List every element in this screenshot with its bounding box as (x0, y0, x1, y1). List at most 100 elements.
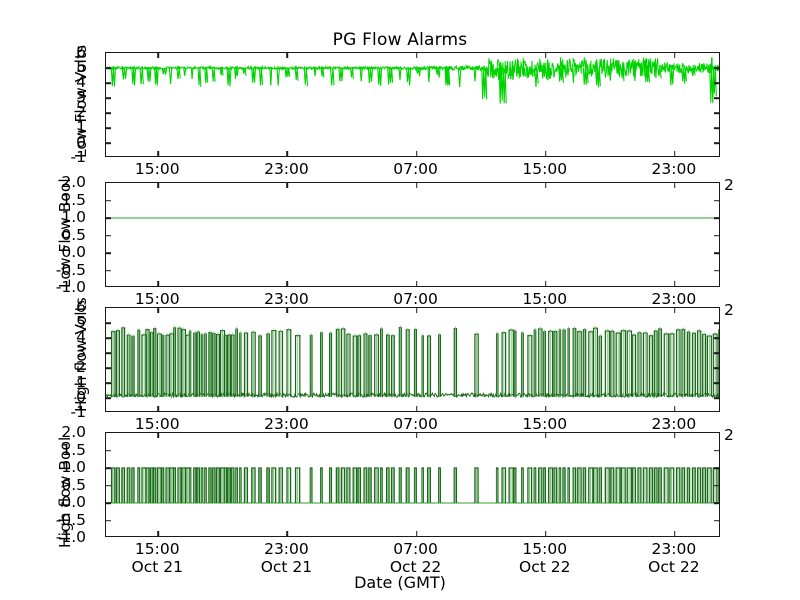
xtick-mark (415, 308, 418, 313)
xtick-label: 15:00 Oct 21 (132, 540, 183, 576)
xtick-mark (157, 183, 160, 188)
ytick-label: 3 (76, 88, 86, 106)
xtick-date: Oct 22 (518, 558, 571, 576)
xtick-time: 15:00 (134, 540, 180, 558)
xtick-mark (415, 406, 418, 411)
xtick-mark (286, 281, 289, 286)
xtick-mark (286, 406, 289, 411)
xtick-mark (544, 281, 547, 286)
xtick-date: Oct 22 (389, 558, 442, 576)
ytick-mark (106, 217, 111, 219)
ytick-mark (106, 352, 111, 354)
xtick-mark (674, 308, 676, 313)
ytick-mark (714, 97, 719, 99)
xtick-mark (544, 308, 547, 313)
xtick-mark (544, 406, 547, 411)
ytick-mark (106, 367, 111, 369)
ytick-mark (714, 322, 719, 324)
ytick-label: -1 (70, 148, 86, 166)
ytick-mark (106, 127, 111, 129)
ytick-mark (106, 199, 111, 202)
xtick-mark (415, 183, 418, 188)
ytick-label: 2 (76, 103, 86, 121)
ytick-mark (106, 97, 111, 99)
xtick-mark (157, 53, 160, 58)
ytick-label: 0.0 (61, 243, 86, 261)
ytick-label: 2.0 (61, 423, 86, 441)
xtick-time: 23:00 (651, 160, 697, 178)
ytick-mark (714, 449, 719, 452)
xtick-mark (286, 531, 289, 536)
xtick-time: 15:00 (134, 415, 180, 433)
xtick-mark (674, 151, 676, 156)
xtick-time: 15:00 (522, 290, 568, 308)
data-series-high-flow-volts (106, 325, 719, 399)
ytick-mark (714, 502, 719, 504)
subplot-high-flow-volts: High flow Volts -1 0 1 2 3 4 5 6 2 15:00 23:00 07… (0, 0, 800, 433)
data-series-low-flow-bool (106, 217, 719, 219)
xtick-time: 23:00 (651, 290, 697, 308)
ytick-labels-0: -1 0 1 2 3 4 5 6 (40, 0, 86, 180)
xtick-time: 15:00 (522, 160, 568, 178)
ytick-mark (714, 252, 719, 254)
ytick-label: 0 (76, 133, 86, 151)
right-tick-label-2: 2 (724, 301, 734, 319)
plot-area-2 (105, 307, 720, 412)
ytick-label: 0.0 (61, 493, 86, 511)
ytick-mark (714, 142, 719, 144)
ytick-label: 5 (76, 58, 86, 76)
subplot-low-flow-bool: Low Flow Bool -1.0 -0.5 0.0 0.5 1.0 1.5 2.0 2 … (0, 0, 800, 308)
xtick-label: 15:00 (135, 160, 180, 178)
ytick-mark (714, 82, 719, 84)
ytick-mark (106, 449, 111, 452)
right-tick-label-1: 2 (724, 176, 734, 194)
xtick-time: 23:00 (264, 540, 309, 558)
xtick-label: 07:00 (393, 415, 438, 433)
xtick-mark (157, 433, 160, 438)
xtick-label: 07:00 (393, 290, 438, 308)
ytick-mark (106, 112, 111, 114)
xtick-mark (286, 183, 289, 188)
xtick-mark (157, 151, 160, 156)
xtick-mark (674, 433, 676, 438)
xtick-time: 15:00 (134, 290, 180, 308)
xtick-mark (674, 183, 676, 188)
xtick-label: 07:00 (393, 160, 438, 178)
xtick-time: 23:00 (651, 540, 697, 558)
ytick-label: 1.5 (61, 440, 86, 459)
xtick-label: 07:00 Oct 22 (390, 540, 441, 576)
chart-title: PG Flow Alarms (332, 30, 468, 50)
xtick-time: 07:00 (393, 290, 438, 308)
xtick-mark (157, 281, 160, 286)
ytick-mark (714, 337, 719, 339)
plot-area-1 (105, 182, 720, 287)
ytick-mark (714, 382, 719, 384)
xtick-mark (286, 433, 289, 438)
xtick-date: Oct 22 (648, 558, 700, 576)
xtick-mark (286, 53, 289, 58)
xtick-mark (544, 433, 547, 438)
ytick-mark (714, 367, 719, 369)
xtick-label: 23:00 (264, 290, 309, 308)
ytick-labels-1: -1.0 -0.5 0.0 0.5 1.0 1.5 2.0 (40, 0, 86, 296)
xtick-time: 15:00 (522, 540, 568, 558)
ytick-label: 5 (76, 313, 86, 331)
xtick-time: 07:00 (393, 540, 438, 558)
ytick-mark (714, 467, 719, 469)
ytick-mark (106, 502, 111, 504)
ytick-label: 1.0 (61, 458, 86, 476)
ytick-mark (106, 397, 111, 399)
ytick-mark (714, 112, 719, 114)
ytick-label: 6 (76, 43, 86, 61)
data-series-high-flow-bool (106, 467, 719, 504)
xtick-time: 15:00 (522, 415, 568, 433)
ytick-label: 4 (76, 328, 86, 346)
ytick-label: 6 (76, 298, 86, 316)
ytick-label: 1 (76, 118, 86, 136)
ytick-mark (106, 382, 111, 384)
ytick-label: 4 (76, 73, 86, 91)
ytick-label: 0.5 (61, 475, 86, 494)
xtick-time: 07:00 (393, 160, 438, 178)
ytick-label: 0.5 (61, 225, 86, 244)
xtick-label: 15:00 (135, 415, 180, 433)
